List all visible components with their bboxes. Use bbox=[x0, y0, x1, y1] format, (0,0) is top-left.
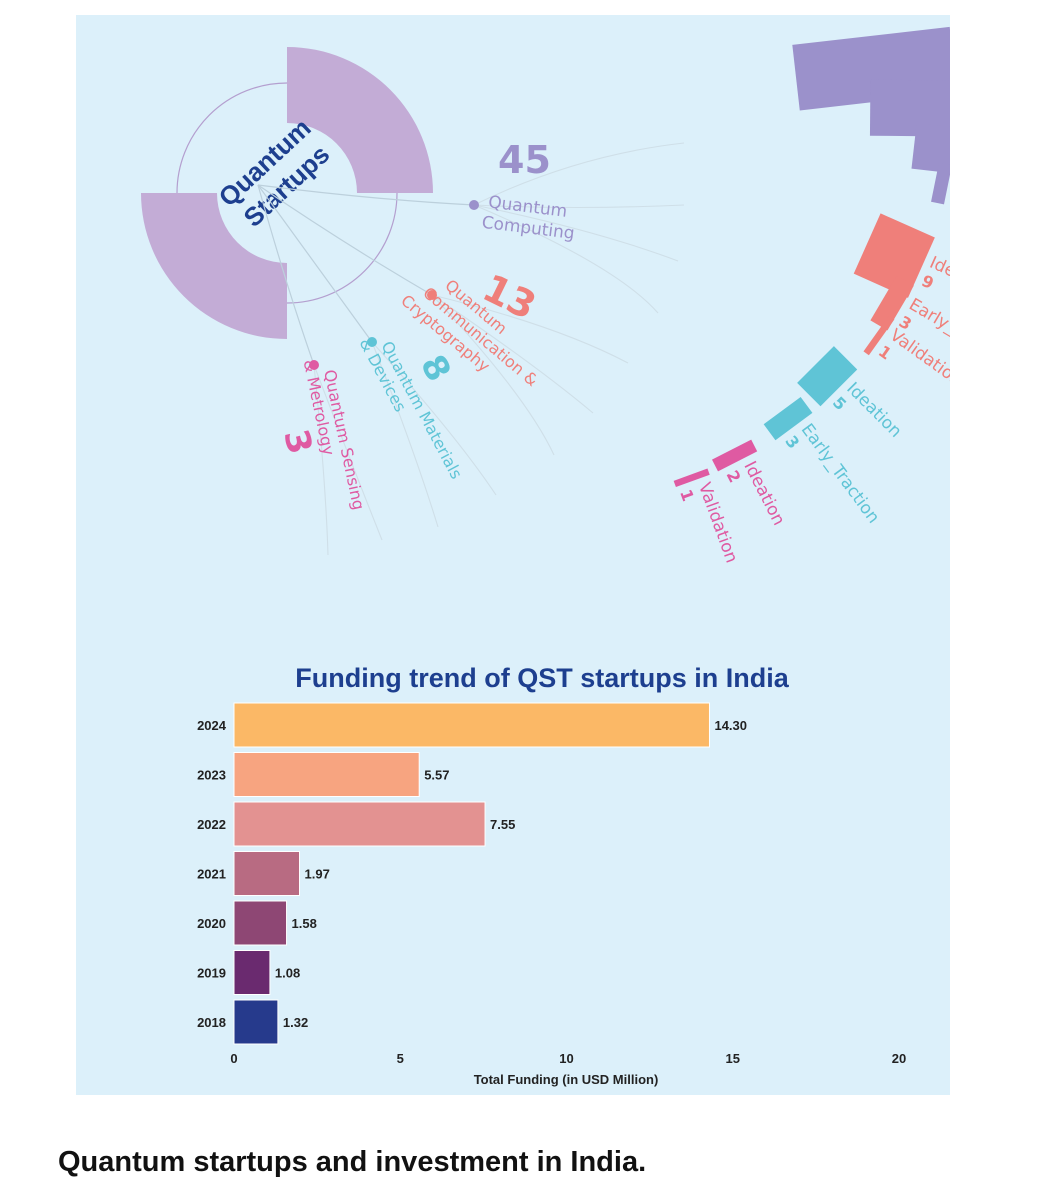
bar-2020 bbox=[233, 900, 288, 946]
total-materials: 8 bbox=[412, 348, 458, 388]
value-label-2020: 1.58 bbox=[292, 916, 317, 931]
bar-2018 bbox=[233, 999, 279, 1045]
stage-bar-computing-validation bbox=[869, 79, 950, 137]
value-label-2024: 14.30 bbox=[714, 718, 747, 733]
connector-communication bbox=[257, 184, 433, 296]
bar-2024 bbox=[233, 702, 710, 748]
category-label-2018: 2018 bbox=[197, 1015, 226, 1030]
stage-count-sensing-0: 2 bbox=[723, 467, 745, 486]
total-computing: 45 bbox=[498, 138, 551, 182]
stage-line-comm-early bbox=[431, 294, 594, 414]
x-tick-5: 5 bbox=[397, 1051, 404, 1066]
stage-line-materials-ideation bbox=[371, 341, 497, 496]
chart-title: Funding trend of QST startups in India bbox=[295, 663, 789, 693]
figure-caption: Quantum startups and investment in India… bbox=[58, 1146, 647, 1178]
stage-group-computing-1: Validation13 bbox=[869, 79, 950, 137]
stage-label-materials-1: Early_Traction bbox=[797, 420, 884, 527]
stage-bar-communication-ideation bbox=[853, 213, 935, 298]
stage-count-sensing-1: 1 bbox=[676, 487, 698, 504]
value-label-2022: 7.55 bbox=[490, 817, 515, 832]
stage-line-computing-ideation bbox=[473, 142, 685, 206]
bar-2022 bbox=[233, 801, 486, 847]
category-label-2023: 2023 bbox=[197, 768, 226, 783]
bar-2023 bbox=[233, 752, 420, 797]
stage-count-materials-1: 3 bbox=[781, 432, 803, 452]
value-label-2018: 1.32 bbox=[283, 1015, 308, 1030]
hub-connector-lines bbox=[257, 184, 475, 366]
hub-arc-bottom bbox=[141, 193, 287, 339]
stage-bar-materials-early_traction bbox=[763, 396, 813, 441]
bar-2019 bbox=[233, 950, 271, 995]
stage-bar-sensing-validation bbox=[673, 468, 710, 488]
stage-bar-communication-validation bbox=[863, 315, 895, 356]
connector-sensing bbox=[257, 184, 315, 366]
quantum-startups-hub: Quantum Startups bbox=[141, 47, 433, 339]
stage-label-materials-0: Ideation bbox=[842, 379, 905, 442]
stage-connector-lines bbox=[313, 142, 685, 556]
category-label-2024: 2024 bbox=[197, 718, 227, 733]
stage-bar-communication-early_traction bbox=[870, 275, 914, 331]
chart-bars: 2024 14.30 2023 5.57 2022 7.55 2021 1.97 2020 1.5… bbox=[197, 702, 747, 1045]
stage-line-computing-scaling bbox=[473, 204, 659, 314]
stage-bar-sensing-ideation bbox=[712, 439, 758, 472]
infographic-canvas: Quantum Startups bbox=[141, 26, 950, 1087]
stage-label-sensing-1: Validation bbox=[694, 480, 742, 566]
total-sensing: 3 bbox=[275, 426, 320, 459]
hub-arc-top bbox=[287, 47, 433, 193]
stage-count-communication-2: 1 bbox=[875, 342, 895, 364]
dot-communication bbox=[427, 290, 437, 300]
stage-line-computing-early bbox=[473, 204, 679, 262]
x-tick-20: 20 bbox=[892, 1051, 906, 1066]
category-label-2022: 2022 bbox=[197, 817, 226, 832]
connector-computing bbox=[257, 184, 475, 206]
stage-line-comm-validation bbox=[431, 294, 555, 456]
value-label-2023: 5.57 bbox=[424, 768, 449, 783]
stage-line-sensing-validation bbox=[313, 364, 329, 556]
dot-computing bbox=[469, 200, 479, 210]
stage-line-materials-early bbox=[371, 341, 439, 528]
stage-count-communication-0: 9 bbox=[919, 271, 937, 293]
stage-line-computing-validation bbox=[473, 204, 685, 209]
connector-materials bbox=[257, 184, 373, 343]
value-label-2021: 1.97 bbox=[305, 867, 330, 882]
stage-label-communication-2: Validation bbox=[886, 325, 950, 390]
funding-bar-chart: Funding trend of QST startups in India 2… bbox=[197, 663, 906, 1087]
bar-2021 bbox=[233, 851, 301, 896]
x-tick-0: 0 bbox=[230, 1051, 237, 1066]
stage-bars: Ideation24Validation13Early_Traction6Sca… bbox=[673, 26, 950, 566]
stage-label-sensing-0: Ideation bbox=[739, 458, 788, 529]
infographic-panel: Quantum Startups bbox=[76, 15, 950, 1095]
x-tick-15: 15 bbox=[726, 1051, 740, 1066]
x-axis-ticks: 0 5 10 15 20 bbox=[230, 1051, 906, 1066]
stage-bar-computing-scaling bbox=[931, 162, 950, 205]
dot-sensing bbox=[309, 360, 319, 370]
category-label-2019: 2019 bbox=[197, 966, 226, 981]
x-axis-label: Total Funding (in USD Million) bbox=[474, 1072, 659, 1087]
dot-materials bbox=[367, 337, 377, 347]
category-label-2020: 2020 bbox=[197, 916, 226, 931]
stage-bar-materials-ideation bbox=[797, 346, 858, 407]
category-label-2021: 2021 bbox=[197, 867, 226, 882]
stage-line-comm-ideation bbox=[431, 294, 629, 364]
x-tick-10: 10 bbox=[559, 1051, 573, 1066]
stage-bar-computing-early_traction bbox=[911, 122, 950, 174]
value-label-2019: 1.08 bbox=[275, 966, 300, 981]
stage-group-computing-2: Early_Traction6 bbox=[911, 122, 950, 174]
stage-line-sensing-ideation bbox=[313, 364, 383, 541]
